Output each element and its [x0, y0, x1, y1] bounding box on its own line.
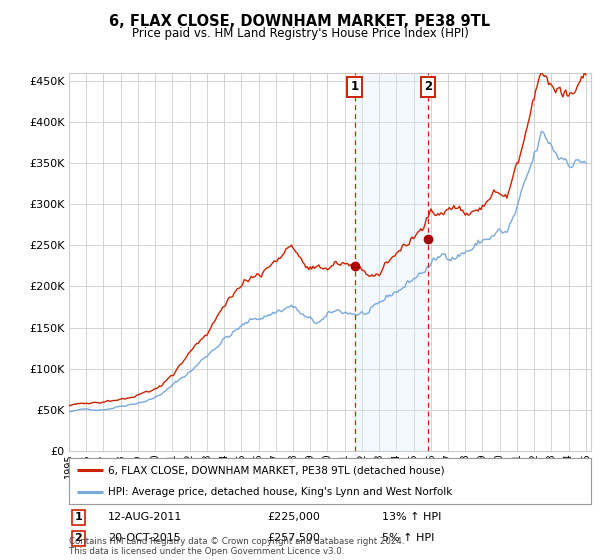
Text: 12-AUG-2011: 12-AUG-2011 [108, 512, 182, 522]
Text: 5% ↑ HPI: 5% ↑ HPI [382, 533, 434, 543]
Text: £225,000: £225,000 [268, 512, 320, 522]
Text: 2: 2 [74, 533, 82, 543]
Text: HPI: Average price, detached house, King's Lynn and West Norfolk: HPI: Average price, detached house, King… [108, 487, 452, 497]
Text: 2: 2 [424, 80, 432, 94]
Text: 13% ↑ HPI: 13% ↑ HPI [382, 512, 442, 522]
Text: 1: 1 [350, 80, 359, 94]
Text: 6, FLAX CLOSE, DOWNHAM MARKET, PE38 9TL: 6, FLAX CLOSE, DOWNHAM MARKET, PE38 9TL [109, 14, 491, 29]
Text: Contains HM Land Registry data © Crown copyright and database right 2024.
This d: Contains HM Land Registry data © Crown c… [69, 536, 404, 556]
Text: 6, FLAX CLOSE, DOWNHAM MARKET, PE38 9TL (detached house): 6, FLAX CLOSE, DOWNHAM MARKET, PE38 9TL … [108, 465, 445, 475]
Text: 20-OCT-2015: 20-OCT-2015 [108, 533, 181, 543]
Text: 1: 1 [74, 512, 82, 522]
Text: £257,500: £257,500 [268, 533, 320, 543]
Bar [355, 73, 428, 451]
Text: Price paid vs. HM Land Registry's House Price Index (HPI): Price paid vs. HM Land Registry's House … [131, 27, 469, 40]
